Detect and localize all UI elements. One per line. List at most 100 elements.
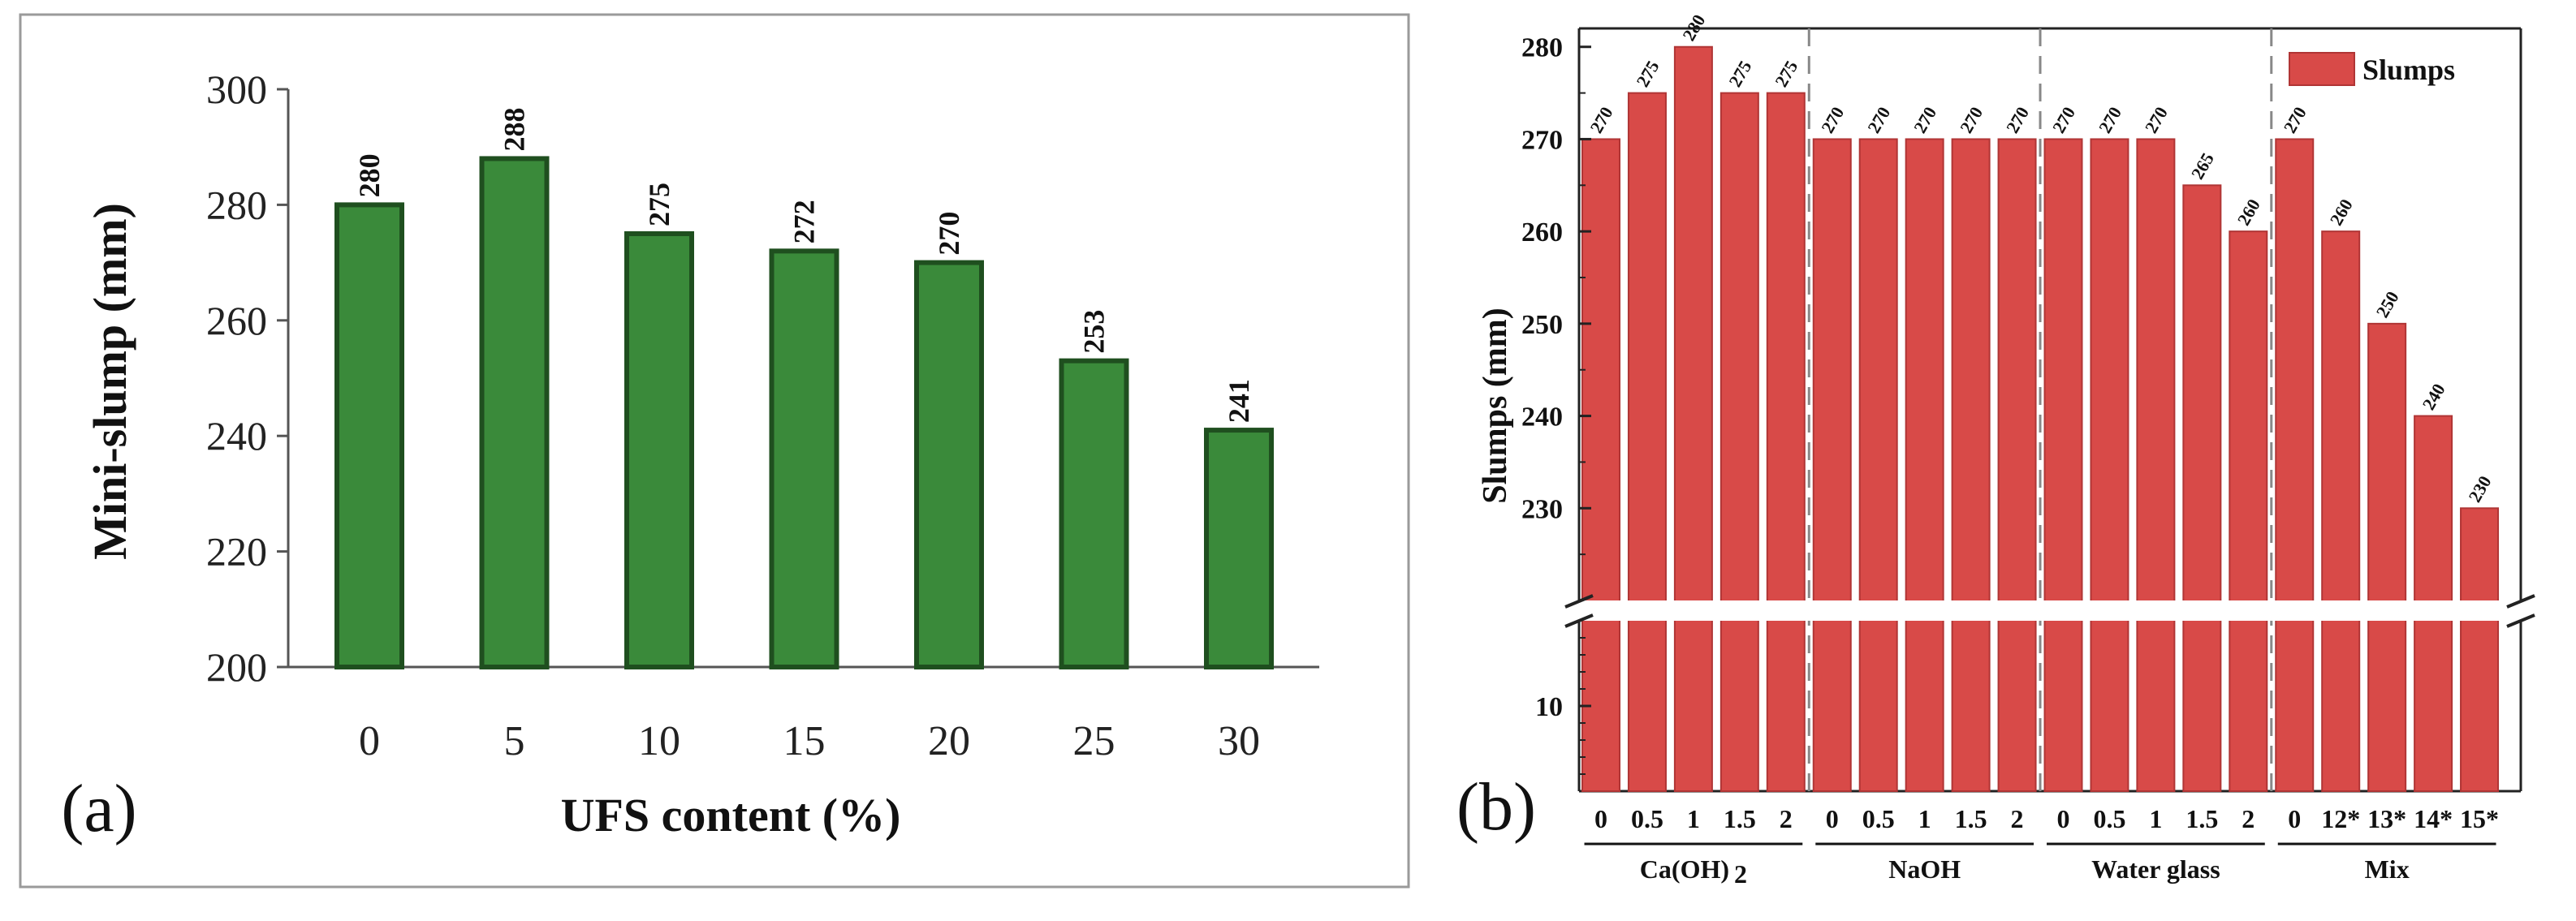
bar	[2043, 138, 2083, 793]
data-label: 270	[1817, 103, 1848, 136]
data-label: 270	[1586, 103, 1616, 136]
y-tick-label: 270	[1521, 125, 1563, 155]
x-tick-label: 15*	[2460, 804, 2499, 833]
panel-b-legend: Slumps	[2289, 52, 2455, 86]
x-tick-label: 1.5	[1955, 804, 1987, 833]
x-tick-label: 15	[783, 718, 826, 764]
y-tick-label: 240	[1521, 402, 1563, 433]
panel-a-x-ticks: 0 5 10 15 20 25 30	[359, 718, 1260, 764]
x-tick-label: 0.5	[1862, 804, 1895, 833]
bar	[1858, 138, 1898, 793]
data-label: 241	[1223, 379, 1255, 423]
data-label: 270	[1863, 103, 1894, 136]
group-label-main: Ca(OH)	[1640, 854, 1729, 884]
panel-a-y-axis-title: Mini-slump (mm)	[84, 203, 136, 560]
panel-b-group-labels: Ca(OH) 2 NaOH Water glass Mix	[1584, 842, 2496, 889]
data-label: 280	[353, 153, 386, 197]
bar	[1059, 358, 1129, 669]
bar	[2321, 230, 2361, 792]
panel-a-bars	[334, 156, 1274, 670]
x-tick-label: 2	[2011, 804, 2024, 833]
panel-b-bars	[1581, 45, 2500, 793]
x-tick-label: 2	[2242, 804, 2255, 833]
x-tick-label: 1.5	[1724, 804, 1756, 833]
data-label: 270	[2141, 103, 2172, 136]
bar	[479, 156, 550, 669]
y-tick-label: 280	[1521, 33, 1563, 63]
data-label: 270	[933, 212, 965, 256]
x-tick-label: 10	[638, 718, 680, 764]
bar	[2136, 138, 2176, 793]
data-label: 270	[1956, 103, 1987, 136]
x-tick-label: 12*	[2321, 804, 2360, 833]
y-tick-label: 260	[206, 298, 267, 343]
bar	[2275, 138, 2315, 793]
data-label: 288	[498, 107, 531, 151]
data-label: 270	[2002, 103, 2033, 136]
x-tick-label: 0	[359, 718, 380, 764]
x-tick-label: 5	[504, 718, 525, 764]
bar	[334, 202, 404, 669]
data-label: 230	[2464, 472, 2495, 506]
panel-b-axis-break-marks	[1564, 594, 2535, 628]
x-tick-label: 0.5	[2093, 804, 2125, 833]
bar	[1204, 428, 1274, 670]
panel-b-label: (b)	[1456, 769, 1536, 845]
x-tick-label: 13*	[2367, 804, 2406, 833]
data-label: 260	[2326, 196, 2357, 229]
panel-a-x-axis-title: UFS content (%)	[561, 789, 901, 841]
x-tick-label: 1.5	[2186, 804, 2218, 833]
data-label: 272	[788, 200, 821, 243]
panel-a-label: (a)	[61, 771, 136, 846]
panel-a-data-labels: 280 288 275 272 270 253 241	[353, 107, 1255, 423]
bar	[1951, 138, 1991, 793]
x-tick-label: 1	[1918, 804, 1931, 833]
panel-b-x-ticks: 0 0.5 1 1.5 2 0 0.5 1 1.5 2 0 0.5 1 1.5 2 0 12* 13* 14* 15*	[1594, 804, 2499, 833]
x-tick-label: 0	[2288, 804, 2301, 833]
data-label: 275	[1632, 57, 1663, 90]
bar	[1627, 92, 1667, 792]
data-label: 270	[2095, 103, 2125, 136]
x-tick-label: 0	[2057, 804, 2070, 833]
data-label: 280	[1678, 11, 1709, 44]
bar	[1673, 45, 1713, 792]
y-tick-label: 220	[206, 529, 267, 575]
x-tick-label: 25	[1073, 718, 1115, 764]
data-label: 240	[2419, 380, 2449, 413]
panel-b-y-ticks: 10 230 240 250 260 270 280	[1521, 33, 1591, 775]
panel-b-group-dividers	[1807, 28, 2273, 791]
group-label: NaOH	[1888, 854, 1961, 884]
x-tick-label: 0	[1826, 804, 1839, 833]
data-label: 275	[643, 183, 675, 226]
x-tick-label: 30	[1218, 718, 1260, 764]
panel-b-slumps-chart: 270 275 280 275 275 270 270 270 270 270 270 270 270 2…	[1456, 11, 2537, 889]
group-label: Water glass	[2091, 854, 2220, 884]
bar	[1766, 92, 1806, 792]
bar	[1905, 138, 1944, 793]
x-tick-label: 0	[1594, 804, 1607, 833]
data-label: 250	[2372, 288, 2403, 321]
y-tick-label: 200	[206, 644, 267, 690]
data-label: 265	[2187, 149, 2218, 183]
y-tick-label: 300	[206, 67, 267, 112]
x-tick-label: 1	[1687, 804, 1700, 833]
y-tick-label: 250	[1521, 310, 1563, 340]
data-label: 270	[2280, 103, 2311, 136]
panel-a-frame	[19, 13, 1410, 889]
group-label-subscript: 2	[1734, 859, 1747, 889]
panel-b-y-axis-title: Slumps (mm)	[1477, 308, 1514, 504]
bar	[1812, 138, 1852, 793]
x-tick-label: 2	[1780, 804, 1793, 833]
data-label: 253	[1078, 310, 1111, 354]
x-tick-label: 14*	[2414, 804, 2453, 833]
group-label: Mix	[2365, 854, 2410, 884]
bar	[2229, 230, 2268, 792]
bar	[2090, 138, 2129, 793]
legend-swatch	[2289, 52, 2355, 86]
bar	[624, 231, 694, 669]
data-label: 275	[1771, 57, 1801, 90]
data-label: 270	[1909, 103, 1940, 136]
legend-label: Slumps	[2362, 54, 2455, 86]
